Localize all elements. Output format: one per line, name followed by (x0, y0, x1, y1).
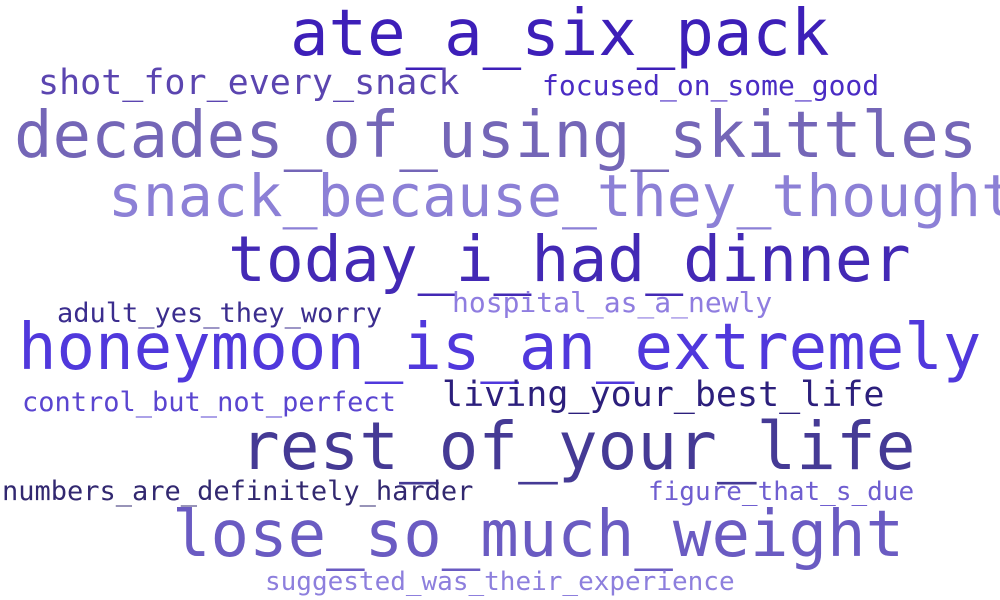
word-hospital-as-a-newly: hospital_as_a_newly (452, 286, 773, 319)
word-shot-for-every-snack: shot_for_every_snack (38, 63, 460, 103)
word-adult-yes-they-worry: adult_yes_they_worry (57, 298, 383, 329)
word-numbers-are-definitely-harder: numbers_are_definitely_harder (2, 476, 474, 507)
word-honeymoon-is-an-extremely: honeymoon_is_an_extremely (18, 311, 982, 385)
word-rest-of-your-life: rest_of_your_life (240, 408, 916, 485)
word-control-but-not-perfect: control_but_not_perfect (22, 387, 396, 418)
word-lose-so-much-weight: lose_so_much_weight (172, 498, 905, 572)
word-decades-of-using-skittles: decades_of_using_skittles (14, 99, 978, 173)
word-snack-because-they-thought: snack_because_they_thought (108, 162, 1000, 230)
word-ate-a-six-pack: ate_a_six_pack (290, 0, 830, 71)
word-figure-that-s-due: figure_that_s_due (648, 477, 915, 507)
word-today-i-had-dinner: today_i_had_dinner (228, 223, 911, 296)
word-suggested-was-their-experience: suggested_was_their_experience (265, 567, 735, 597)
word-living-your-best-life: living_your_best_life (442, 375, 885, 415)
word-focused-on-some-good: focused_on_some_good (542, 69, 880, 102)
